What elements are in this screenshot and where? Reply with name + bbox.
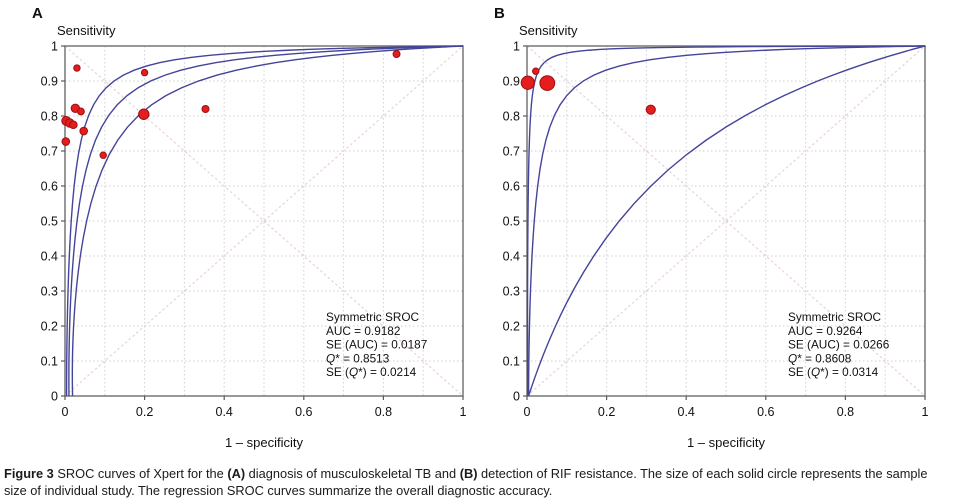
study-point [138,108,150,120]
axis-tick-labels: 0 0.1 0.2 0.3 0.4 0.5 0.6 0.7 0.8 0.9 1 0 0.2 0.4 0.6 0… [503,39,929,419]
y-tick-label: 0.2 [41,319,58,333]
y-tick-label: 0 [513,389,520,403]
study-point [392,50,401,59]
x-tick-label: 1 [922,405,929,419]
y-tick-label: 0.3 [503,284,520,298]
anti-diagonal [64,45,464,397]
sroc-statistics-line: AUC = 0.9264 [788,324,863,338]
y-tick-label: 0.3 [41,284,58,298]
confidence-band-lower [71,45,464,396]
anti-diagonal [526,45,926,397]
sroc-statistics-line: Q* = 0.8513 [326,351,390,365]
sroc-statistics-line: SE (AUC) = 0.0266 [788,338,890,352]
study-point [520,75,535,90]
y-tick-label: 1 [513,39,520,53]
y-tick-label: 0.8 [503,109,520,123]
sroc-panels-container: 0 0.1 0.2 0.3 0.4 0.5 0.6 0.7 0.8 0.9 1 0 0.2 0.4 0.6 0… [32,5,929,450]
x-tick-label: 0.2 [598,405,615,419]
x-tick-label: 0 [524,405,531,419]
panel-label: B [494,5,505,22]
axis-ticks [61,45,464,400]
y-tick-label: 0.5 [503,214,520,228]
x-tick-label: 0.8 [837,405,854,419]
study-point [140,68,149,77]
sroc-statistics-line: AUC = 0.9182 [326,324,400,338]
sroc-statistics-line: Symmetric SROC [788,310,882,324]
study-point [539,75,556,91]
sroc-statistics-line: Q* = 0.8608 [788,351,852,365]
panel-label: A [32,5,43,22]
y-tick-label: 0.7 [41,144,58,158]
y-tick-label: 0.1 [503,354,520,368]
caption-text: diagnosis of musculoskeletal TB and [245,466,460,481]
study-points [61,50,401,159]
x-tick-label: 0.6 [295,405,312,419]
caption-bold-text: (B) [459,466,478,481]
caption-text: detection of RIF resistance. The size of… [4,466,928,498]
y-tick-label: 0.4 [503,249,520,263]
y-tick-label: 0.1 [41,354,58,368]
diagonal-reference-lines [526,45,926,397]
study-point [69,120,78,130]
y-tick-label: 0.8 [41,109,58,123]
study-point [99,151,107,159]
y-tick-label: 0.4 [41,249,58,263]
axis-tick-labels: 0 0.1 0.2 0.3 0.4 0.5 0.6 0.7 0.8 0.9 1 0 0.2 0.4 0.6 0… [41,39,467,419]
y-tick-label: 0.2 [503,319,520,333]
x-tick-label: 0.4 [678,405,695,419]
sroc-statistics-line: SE (Q*) = 0.0214 [326,365,417,379]
sroc-statistics-line: SE (Q*) = 0.0314 [788,365,879,379]
diagonal-reference-lines [64,45,464,397]
study-point [645,104,656,115]
confidence-band-lower [527,45,926,397]
y-tick-label: 0.7 [503,144,520,158]
sroc-statistics-line: Symmetric SROC [326,310,420,324]
study-point [532,67,540,75]
caption-bold-text: (A) [227,466,246,481]
x-tick-label: 0.6 [757,405,774,419]
x-tick-label: 1 [460,405,467,419]
y-tick-label: 1 [51,39,58,53]
y-tick-label: 0.5 [41,214,58,228]
y-tick-label: 0 [51,389,58,403]
sroc-panel-b: 0 0.1 0.2 0.3 0.4 0.5 0.6 0.7 0.8 0.9 1 0 0.2 0.4 0.6 0… [494,5,929,450]
caption-bold-text: Figure 3 [4,466,58,481]
sroc-curve [527,45,925,396]
y-tick-label: 0.6 [503,179,520,193]
x-tick-label: 0 [62,405,69,419]
x-tick-label: 0.4 [216,405,233,419]
y-tick-label: 0.6 [41,179,58,193]
x-axis-title: 1 – specificity [687,435,766,450]
y-tick-label: 0.9 [41,74,58,88]
y-axis-title: Sensitivity [57,23,116,38]
sroc-statistics-line: SE (AUC) = 0.0187 [326,338,427,352]
study-point [201,105,210,113]
x-axis-title: 1 – specificity [225,435,304,450]
x-tick-label: 0.8 [375,405,392,419]
y-axis-title: Sensitivity [519,23,578,38]
study-point [61,137,71,146]
study-point [79,126,89,136]
study-points [520,67,656,115]
x-tick-label: 0.2 [136,405,153,419]
y-tick-label: 0.9 [503,74,520,88]
caption-text: SROC curves of Xpert for the [57,466,228,481]
study-point [77,107,85,116]
figure-caption: Figure 3 SROC curves of Xpert for the (A… [0,466,955,500]
study-point [73,64,81,72]
sroc-panel-a: 0 0.1 0.2 0.3 0.4 0.5 0.6 0.7 0.8 0.9 1 0 0.2 0.4 0.6 0… [32,5,467,450]
